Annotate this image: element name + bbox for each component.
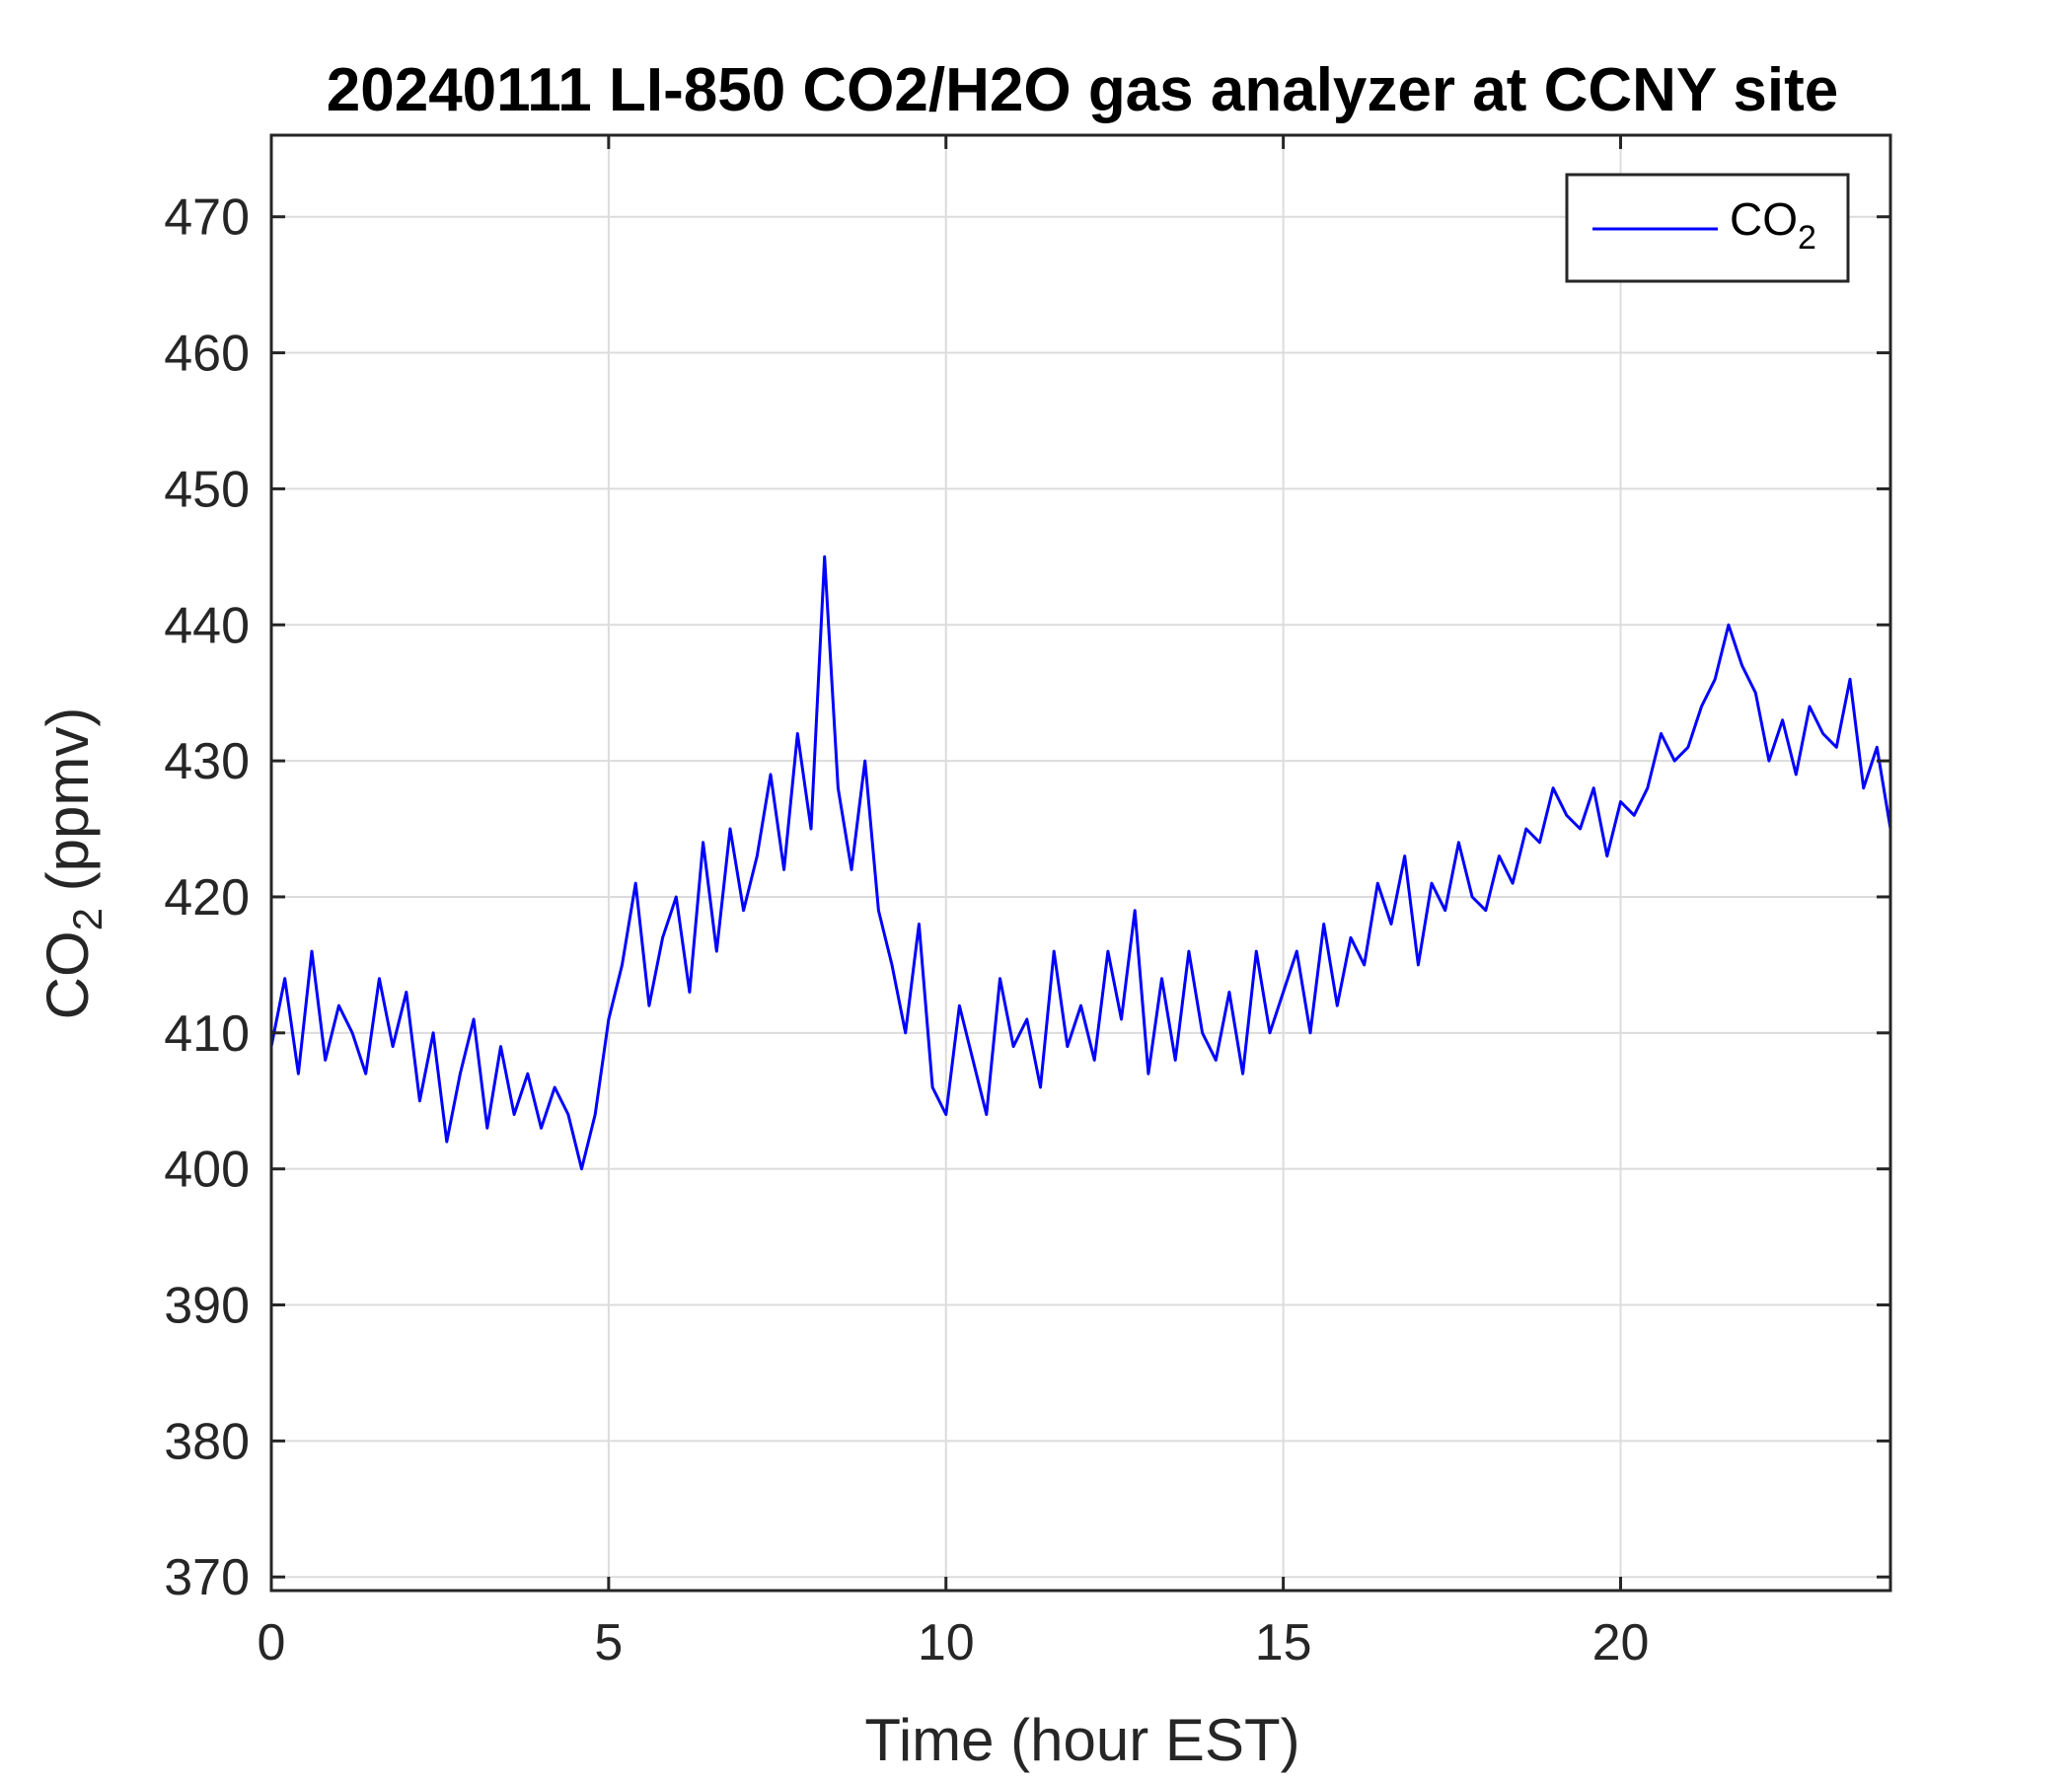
y-tick-label: 430	[164, 733, 250, 790]
y-tick-label: 440	[164, 597, 250, 654]
y-tick-label: 400	[164, 1142, 250, 1199]
axes-box	[269, 133, 1892, 1593]
y-tick-label: 410	[164, 1005, 250, 1063]
x-axis-label: Time (hour EST)	[864, 1707, 1299, 1773]
y-tick-label: 450	[164, 461, 250, 518]
y-axis-label-unit: (ppmv)	[35, 707, 101, 908]
legend-label-main: CO	[1730, 193, 1798, 245]
legend-label-subscript: 2	[1798, 219, 1816, 257]
x-tick-label: 15	[1255, 1614, 1312, 1671]
x-tick-label: 20	[1592, 1614, 1650, 1671]
x-tick-label: 5	[594, 1614, 623, 1671]
y-axis-label: CO2 (ppmv)	[35, 707, 111, 1020]
y-axis-label-main: CO	[35, 930, 101, 1019]
x-tick-label: 10	[918, 1614, 975, 1671]
series-line-co2	[269, 555, 1892, 1171]
y-tick-label: 390	[164, 1278, 250, 1335]
legend-label: CO2	[1730, 193, 1816, 257]
data-layer	[269, 555, 1892, 1171]
y-tick-label: 470	[164, 189, 250, 247]
x-tick-label: 0	[258, 1614, 286, 1671]
legend: CO2	[1565, 173, 1850, 283]
y-tick-label: 420	[164, 869, 250, 927]
y-axis-label-subscript: 2	[64, 908, 111, 930]
y-tick-label: 370	[164, 1549, 250, 1606]
y-tick-label: 380	[164, 1413, 250, 1470]
chart-title: 20240111 LI-850 CO2/H2O gas analyzer at …	[327, 56, 1838, 124]
ticks: 0 5 10 15 20 370 380 390 400 410 420 430 440 450 460 47…	[164, 135, 1890, 1671]
y-tick-label: 460	[164, 326, 250, 383]
